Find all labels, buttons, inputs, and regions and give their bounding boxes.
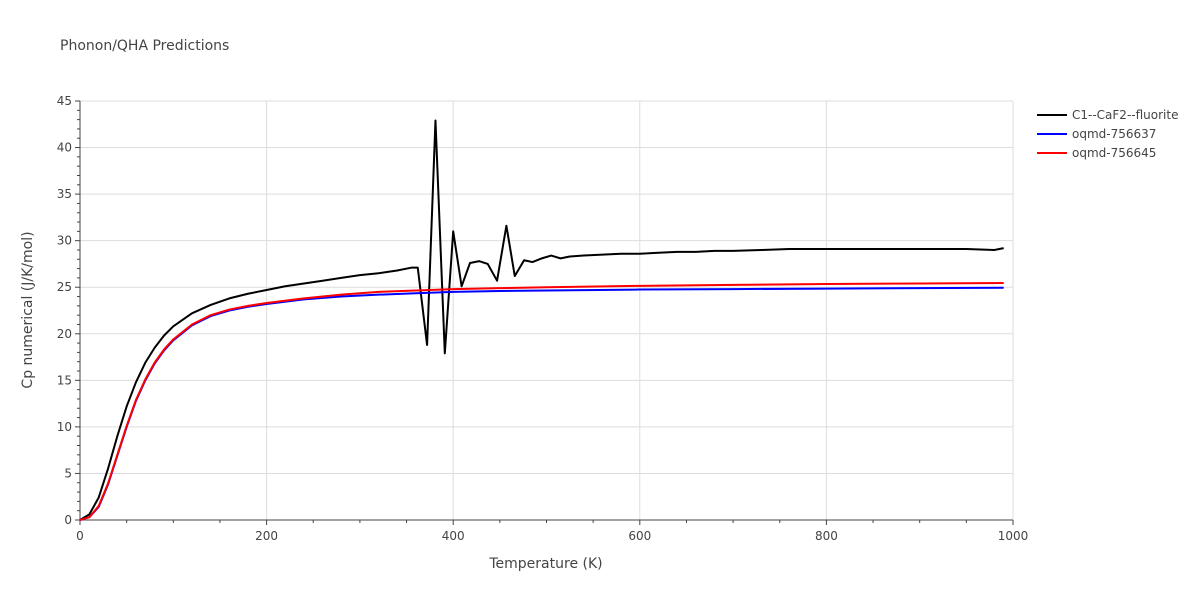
y-axis-title: Cp numerical (J/K/mol) xyxy=(20,231,36,388)
legend-label-2: oqmd-756645 xyxy=(1072,146,1156,160)
y-tick-label: 35 xyxy=(57,187,72,201)
x-tick-label: 600 xyxy=(628,529,651,543)
y-tick-label: 20 xyxy=(57,327,72,341)
series-line-0 xyxy=(79,119,1004,521)
axes xyxy=(75,100,1014,525)
legend: C1--CaF2--fluorite oqmd-756637 oqmd-756645 xyxy=(1037,108,1178,160)
x-tick-label: 0 xyxy=(76,529,84,543)
y-tick-label: 25 xyxy=(57,280,72,294)
legend-label-0: C1--CaF2--fluorite xyxy=(1072,108,1178,122)
y-tick-label: 5 xyxy=(64,466,72,480)
series-lines xyxy=(79,119,1004,521)
grid-lines xyxy=(79,100,1014,521)
x-tick-label: 400 xyxy=(442,529,465,543)
chart-title: Phonon/QHA Predictions xyxy=(60,38,229,54)
x-tick-label: 800 xyxy=(815,529,838,543)
y-tick-label: 0 xyxy=(64,513,72,527)
series-line-1 xyxy=(79,286,1004,521)
y-tick-label: 45 xyxy=(57,94,72,108)
x-tick-label: 1000 xyxy=(998,529,1029,543)
y-tick-label: 10 xyxy=(57,420,72,434)
series-line-2 xyxy=(79,282,1004,521)
tick-labels: 0 200 400 600 800 1000 0 5 10 15 20 25 30 35 40 45 xyxy=(57,94,1029,543)
legend-label-1: oqmd-756637 xyxy=(1072,127,1156,141)
x-axis-title: Temperature (K) xyxy=(488,556,602,572)
y-tick-label: 40 xyxy=(57,141,72,155)
x-tick-label: 200 xyxy=(255,529,278,543)
y-tick-label: 15 xyxy=(57,373,72,387)
y-tick-label: 30 xyxy=(57,234,72,248)
